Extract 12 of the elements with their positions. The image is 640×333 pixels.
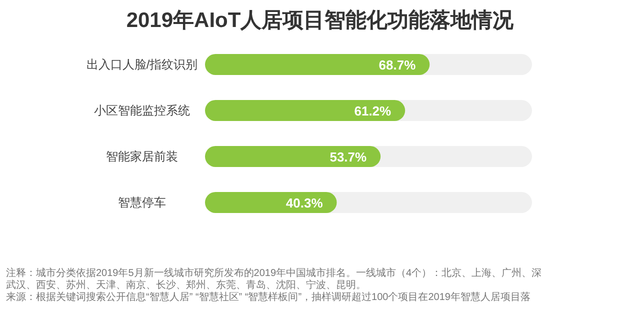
chart-title: 2019年AIoT人居项目智能化功能落地情况	[125, 8, 515, 34]
source-note: 来源：根据关键词搜索公开信息“智慧人居” “智慧社区” “智慧样板间”，抽样调研超过100个项目在2019年智慧人居项目落	[6, 292, 532, 304]
text: 武汉、西安、苏州、天津、南京、长沙、郑州、东莞、青岛、沈阳、宁波、昆明。	[6, 280, 367, 292]
data-label: 40.3%	[286, 196, 324, 210]
data-label: 68.7%	[378, 58, 416, 72]
data-label: 53.7%	[330, 150, 368, 164]
y-tick-label: 小区智能监控系统	[94, 104, 190, 118]
y-tick-label: 智能家居前装	[106, 150, 178, 164]
y-tick-label: 出入口人脸/指纹识别	[86, 58, 198, 72]
data-label: 61.2%	[354, 104, 392, 118]
text: 注释：城市分类依据2019年5月新一线城市研究所发布的2019年中国城市排名。一线城市（4个）：北京、上海、广州、深	[6, 268, 543, 280]
y-tick-label: 智慧停车	[118, 196, 166, 210]
